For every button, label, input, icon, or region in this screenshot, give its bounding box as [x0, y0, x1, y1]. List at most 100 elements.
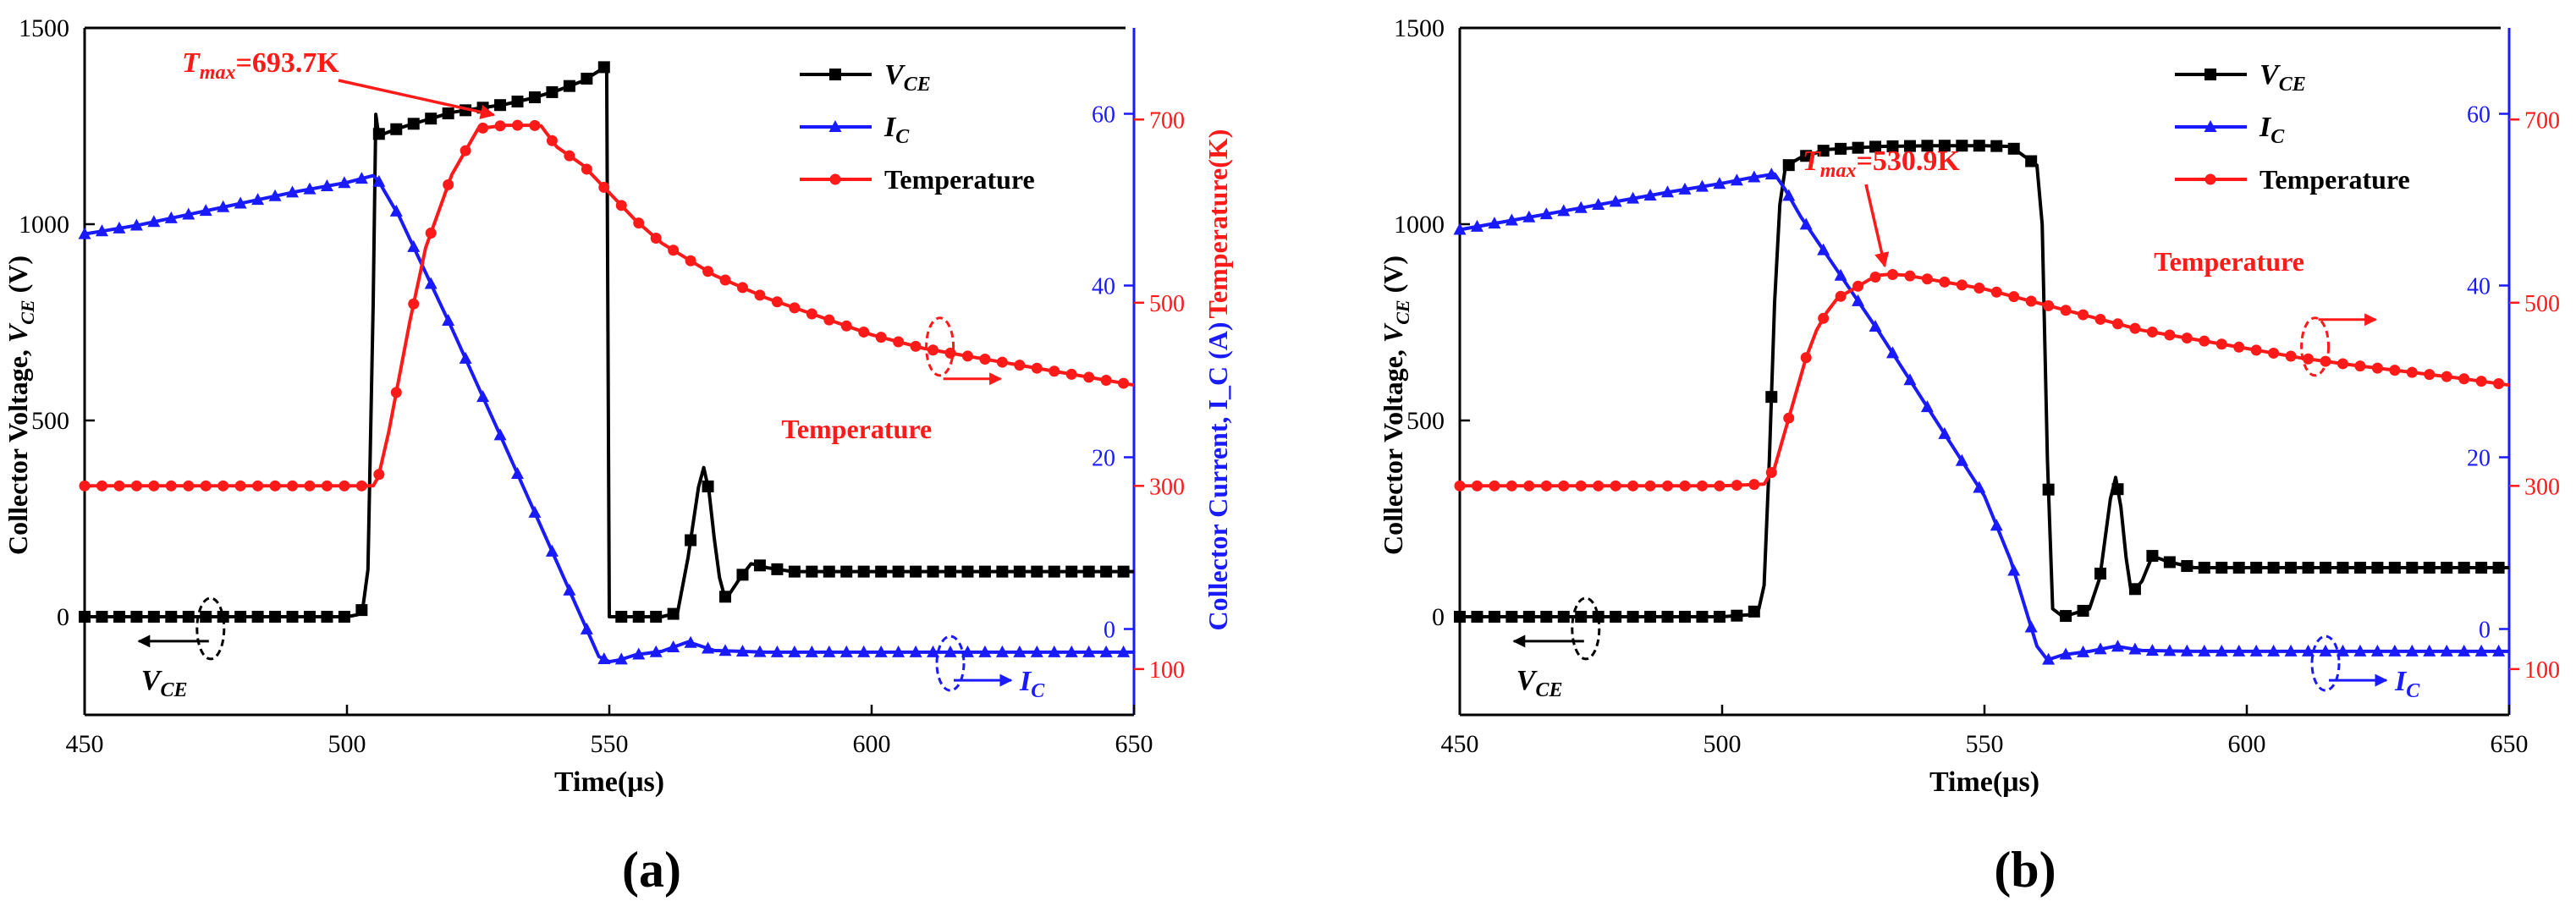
- data-point: [1013, 645, 1027, 657]
- y-right-axis-label: Collector Current, I_C (A)Temperature(K): [1203, 129, 1233, 631]
- legend: VCE IC Temperature: [800, 59, 1035, 195]
- tmax-annotation: Tmax=693.7K: [182, 47, 339, 84]
- data-point: [2320, 562, 2331, 574]
- tmax-var: T: [182, 47, 201, 79]
- data-point: [1730, 173, 1743, 186]
- data-point: [771, 563, 784, 575]
- data-point: [2388, 562, 2401, 574]
- data-point: [910, 565, 922, 578]
- data-point: [1661, 611, 1674, 623]
- data-point: [996, 565, 1009, 578]
- x-tick-label: 650: [1115, 730, 1153, 758]
- data-point: [597, 652, 611, 665]
- data-point: [147, 611, 160, 623]
- data-point: [753, 559, 766, 572]
- legend-marker: [2204, 69, 2216, 80]
- data-point: [424, 277, 438, 289]
- data-point: [702, 480, 714, 492]
- data-point: [1083, 371, 1095, 383]
- data-point: [113, 221, 126, 233]
- data-point: [1939, 276, 1951, 288]
- y-left-axis-label: Collector Voltage, VCE (V): [3, 255, 38, 555]
- data-point: [1610, 611, 1622, 623]
- data-point: [1731, 609, 1743, 622]
- data-point: [718, 644, 732, 657]
- data-point: [1921, 140, 1934, 152]
- data-point: [1031, 362, 1043, 374]
- data-point: [79, 611, 91, 623]
- data-point: [338, 611, 350, 623]
- legend-sub: C: [895, 126, 910, 148]
- data-point: [1835, 142, 1847, 155]
- data-point: [2094, 567, 2107, 580]
- data-point: [2008, 291, 2020, 303]
- data-point: [1082, 645, 1096, 657]
- data-point: [2146, 550, 2159, 563]
- series-2-temp: [79, 119, 1135, 492]
- data-point: [1783, 412, 1795, 424]
- data-point: [96, 480, 107, 492]
- data-point: [893, 336, 905, 348]
- data-point: [2094, 642, 2107, 655]
- data-point: [961, 565, 974, 578]
- data-point: [996, 356, 1008, 368]
- legend-marker: [829, 173, 841, 185]
- legend-label-temp: Temperature: [2260, 164, 2410, 195]
- x-tick-label: 600: [2228, 730, 2266, 758]
- data-point: [2129, 322, 2141, 334]
- y-ic-tick-label: 20: [2467, 446, 2491, 472]
- temp-callout-label: Temperature: [2154, 246, 2304, 277]
- data-point: [2440, 644, 2453, 657]
- data-point: [788, 565, 801, 578]
- data-point: [2406, 562, 2419, 574]
- data-point: [2337, 562, 2349, 574]
- data-point: [512, 119, 523, 131]
- data-point: [545, 544, 559, 557]
- temp-dashed-ellipse: [925, 316, 955, 377]
- data-point: [1834, 268, 1847, 281]
- data-point: [1696, 611, 1709, 623]
- data-point: [927, 344, 939, 356]
- data-point: [217, 480, 229, 492]
- data-point: [1973, 481, 1986, 493]
- tmax-arrow: [1864, 184, 1890, 268]
- data-point: [1049, 365, 1060, 377]
- data-point: [2060, 305, 2072, 316]
- data-point: [321, 480, 333, 492]
- data-point: [2370, 644, 2384, 657]
- data-point: [806, 308, 817, 320]
- data-point: [614, 652, 628, 665]
- y-temp-tick-label: 500: [1149, 291, 1185, 317]
- data-point: [1782, 189, 1796, 201]
- data-point: [494, 99, 507, 112]
- data-point: [2094, 313, 2106, 325]
- data-point: [459, 351, 472, 364]
- data-point: [2337, 358, 2348, 370]
- y-left-tick-label: 0: [1432, 603, 1445, 631]
- data-point: [1643, 188, 1657, 201]
- data-point: [1956, 279, 1968, 291]
- data-point: [390, 123, 403, 135]
- y-left-tick-label: 1000: [19, 211, 69, 239]
- vce-callout-label: VCE: [141, 665, 188, 701]
- data-point: [1852, 294, 1865, 306]
- temp-callout-label: Temperature: [781, 414, 932, 444]
- data-point: [2025, 295, 2037, 307]
- data-point: [1627, 191, 1640, 204]
- data-point: [978, 645, 992, 657]
- data-point: [1696, 480, 1708, 492]
- data-point: [130, 611, 143, 623]
- data-point: [719, 274, 731, 286]
- data-point: [2285, 350, 2297, 362]
- data-point: [1048, 565, 1060, 578]
- data-point: [1904, 270, 1916, 282]
- data-point: [2268, 347, 2280, 359]
- x-axis-label: Time(μs): [1929, 766, 2039, 798]
- data-point: [1973, 282, 1985, 294]
- data-point: [1522, 210, 1536, 223]
- y-temp-tick-label: 500: [2524, 291, 2560, 317]
- data-point: [2215, 644, 2228, 657]
- data-point: [789, 302, 801, 314]
- data-point: [442, 107, 454, 120]
- data-point: [182, 207, 195, 220]
